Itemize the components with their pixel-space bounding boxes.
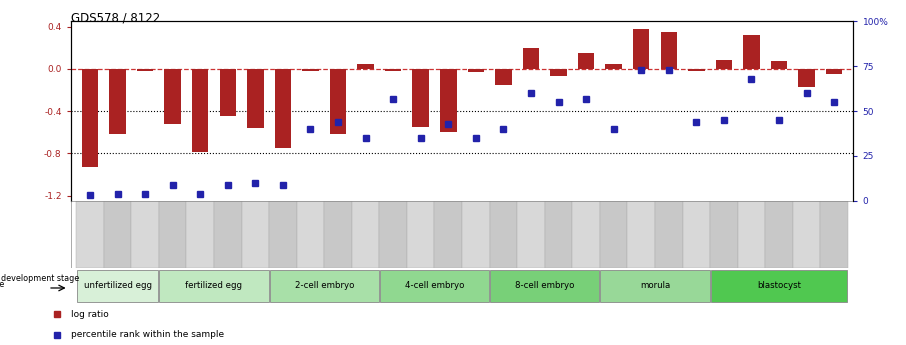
Bar — [164, 69, 181, 124]
Bar — [737, 201, 766, 268]
Bar — [743, 35, 760, 69]
Bar — [187, 201, 214, 268]
Bar — [330, 69, 346, 134]
FancyBboxPatch shape — [710, 270, 847, 303]
FancyBboxPatch shape — [77, 270, 159, 303]
Bar — [523, 48, 539, 69]
Bar — [578, 53, 594, 69]
Bar — [489, 201, 517, 268]
Bar — [660, 32, 677, 69]
Bar — [766, 201, 793, 268]
Bar — [688, 69, 705, 71]
Bar — [137, 69, 153, 71]
Bar — [219, 69, 236, 116]
Bar — [412, 69, 429, 127]
Bar — [716, 60, 732, 69]
Bar — [462, 201, 489, 268]
Text: morula: morula — [640, 281, 670, 290]
Bar — [357, 63, 374, 69]
Bar — [242, 201, 269, 268]
Text: percentile rank within the sample: percentile rank within the sample — [71, 330, 224, 339]
Bar — [192, 69, 208, 152]
Text: 4-cell embryo: 4-cell embryo — [405, 281, 464, 290]
Bar — [605, 63, 622, 69]
Text: 2-cell embryo: 2-cell embryo — [294, 281, 354, 290]
Bar — [275, 69, 291, 148]
Bar — [159, 201, 187, 268]
Bar — [247, 69, 264, 128]
FancyBboxPatch shape — [380, 270, 489, 303]
Bar — [82, 69, 98, 167]
Text: development stage: development stage — [0, 280, 4, 289]
Bar — [628, 201, 655, 268]
Bar — [110, 69, 126, 134]
Bar — [545, 201, 573, 268]
Bar — [655, 201, 682, 268]
Bar — [352, 201, 380, 268]
FancyBboxPatch shape — [270, 270, 379, 303]
FancyBboxPatch shape — [601, 270, 709, 303]
Bar — [820, 201, 848, 268]
Bar — [826, 69, 843, 74]
Bar — [573, 201, 600, 268]
Text: blastocyst: blastocyst — [757, 281, 801, 290]
Bar — [407, 201, 435, 268]
Bar — [600, 201, 628, 268]
Bar — [467, 69, 484, 72]
Text: development stage: development stage — [1, 274, 79, 283]
Bar — [324, 201, 352, 268]
FancyBboxPatch shape — [490, 270, 600, 303]
Text: 8-cell embryo: 8-cell embryo — [515, 281, 574, 290]
Bar — [633, 29, 650, 69]
Bar — [440, 69, 457, 132]
Bar — [303, 69, 319, 71]
Bar — [104, 201, 131, 268]
Bar — [131, 201, 159, 268]
Bar — [710, 201, 737, 268]
Text: fertilized egg: fertilized egg — [186, 281, 243, 290]
Text: GDS578 / 8122: GDS578 / 8122 — [71, 11, 160, 24]
Bar — [269, 201, 296, 268]
Bar — [296, 201, 324, 268]
Bar — [550, 69, 567, 76]
Bar — [214, 201, 242, 268]
Text: unfertilized egg: unfertilized egg — [83, 281, 151, 290]
FancyBboxPatch shape — [159, 270, 268, 303]
Bar — [517, 201, 545, 268]
Bar — [798, 69, 814, 87]
Text: log ratio: log ratio — [71, 310, 109, 319]
Bar — [496, 69, 512, 85]
Bar — [771, 61, 787, 69]
Bar — [435, 201, 462, 268]
Bar — [380, 201, 407, 268]
Bar — [76, 201, 104, 268]
Bar — [385, 69, 401, 71]
Bar — [793, 201, 820, 268]
Bar — [682, 201, 710, 268]
